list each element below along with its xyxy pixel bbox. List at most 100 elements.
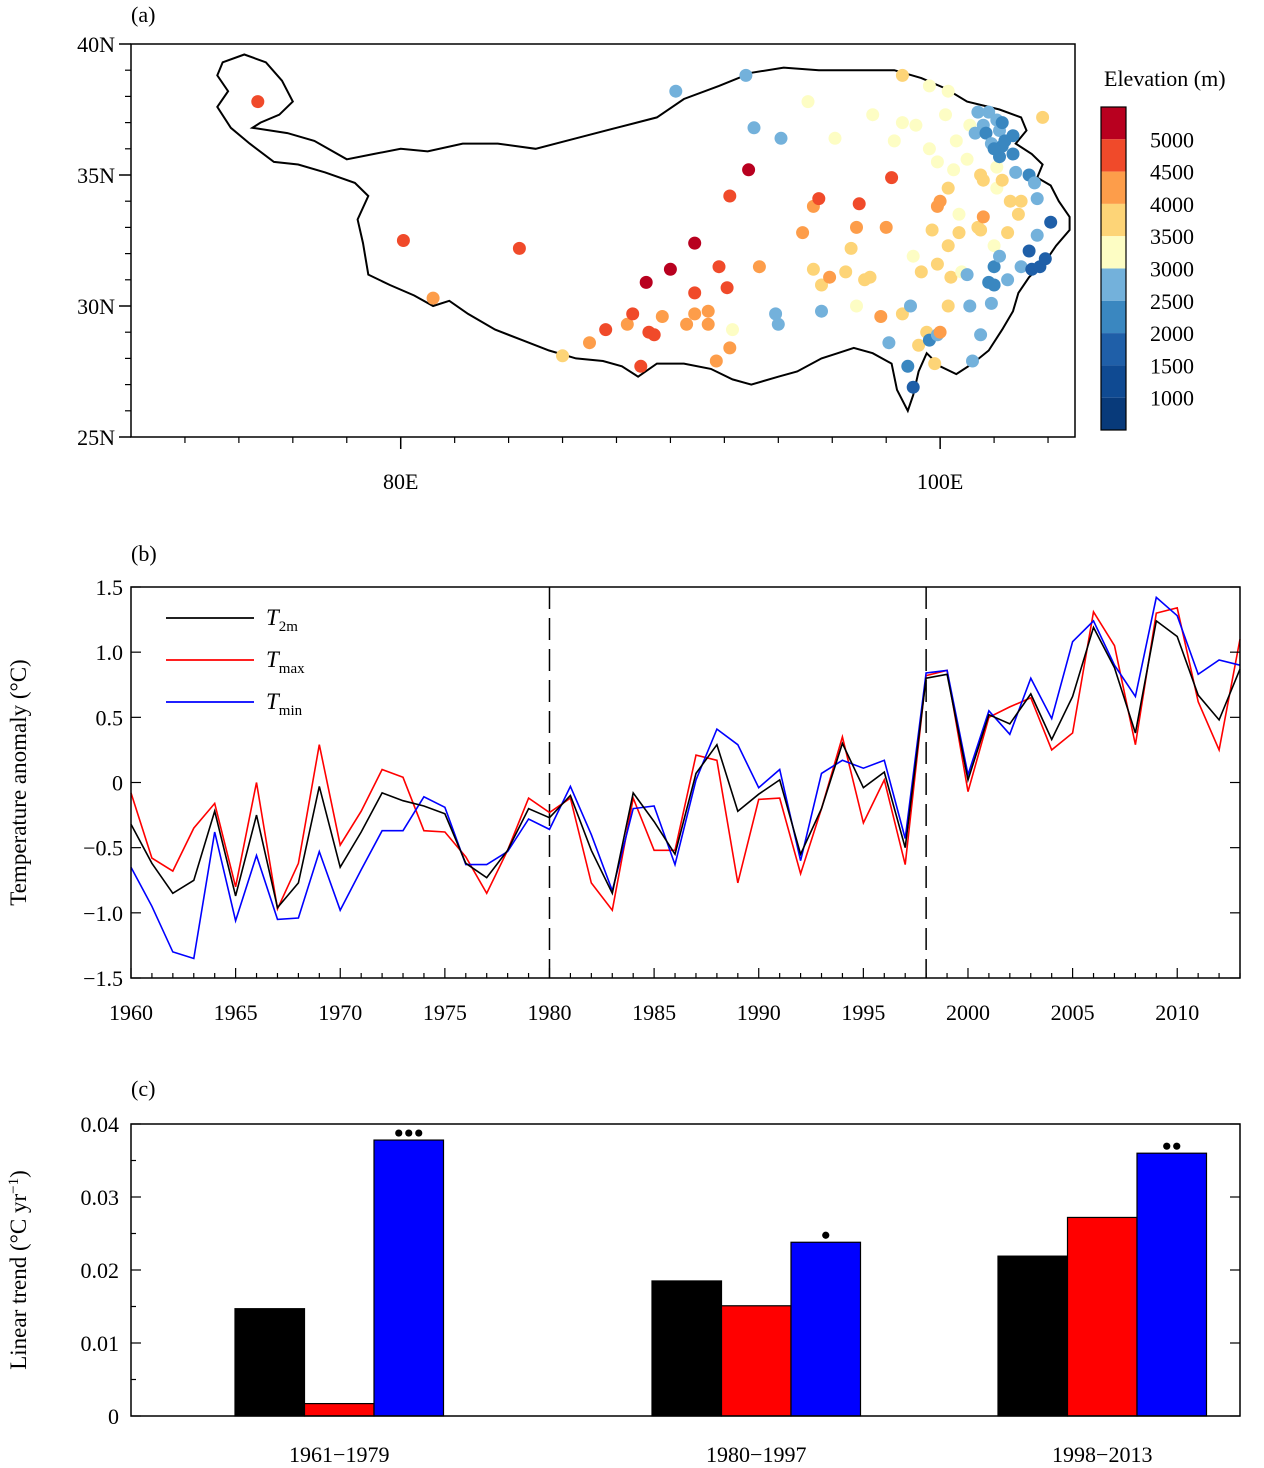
station-marker: [995, 173, 1009, 187]
station-marker: [556, 349, 569, 363]
bar-T2m-0: [234, 1308, 306, 1417]
significance-dot: [395, 1129, 403, 1137]
category-label: 1980−1997: [706, 1442, 806, 1467]
station-marker: [912, 338, 926, 352]
plateau-boundary: [216, 53, 1071, 414]
lat-tick-label: 25N: [77, 425, 115, 450]
station-marker: [583, 336, 596, 350]
station-marker: [987, 239, 1001, 253]
station-marker: [769, 307, 783, 321]
station-marker: [1001, 226, 1015, 240]
station-marker: [930, 257, 944, 271]
station-marker: [796, 226, 810, 240]
station-marker: [974, 328, 988, 342]
colorbar-title: Elevation (m): [1104, 66, 1226, 91]
panel-label-c: (c): [131, 1076, 155, 1101]
station-marker: [914, 265, 928, 279]
station-marker: [634, 359, 648, 373]
station-marker: [850, 220, 863, 234]
x-tick-label: 1965: [214, 1000, 258, 1025]
station-marker: [739, 68, 753, 82]
station-marker: [801, 95, 815, 109]
colorbar-swatch: [1101, 171, 1126, 204]
station-marker: [895, 116, 909, 130]
x-tick-label: 2000: [946, 1000, 990, 1025]
station-marker: [806, 262, 820, 276]
y-tick-label: −0.5: [83, 836, 123, 861]
station-marker: [1009, 165, 1023, 179]
panel-label-b: (b): [131, 541, 157, 566]
y-tick-label: 0.01: [81, 1331, 120, 1356]
station-marker: [987, 260, 1001, 274]
y-tick-label: 0.04: [81, 1112, 120, 1137]
station-marker: [963, 299, 977, 313]
panel-label-a: (a): [131, 2, 155, 27]
colorbar-label: 3500: [1150, 224, 1194, 249]
station-marker: [747, 121, 761, 135]
significance-dot: [1163, 1142, 1171, 1150]
station-marker: [925, 223, 939, 237]
station-marker: [742, 163, 756, 177]
colorbar-swatch: [1101, 300, 1126, 334]
station-marker: [939, 108, 952, 122]
station-marker: [1014, 260, 1028, 274]
station-marker: [976, 210, 990, 224]
station-marker: [812, 192, 826, 206]
colorbar-swatch: [1101, 139, 1126, 172]
map-frame: [130, 43, 1076, 438]
station-marker: [906, 380, 920, 394]
x-tick-label: 2010: [1155, 1000, 1199, 1025]
station-marker: [879, 220, 893, 234]
station-marker: [844, 241, 858, 255]
y-tick-label: 1.0: [96, 640, 124, 665]
station-marker: [852, 197, 866, 211]
bar-T2m-2: [997, 1255, 1069, 1417]
station-marker: [839, 265, 853, 279]
station-marker: [823, 270, 837, 284]
station-marker: [815, 304, 828, 318]
y-tick-label: −1.0: [83, 901, 123, 926]
bar-Tmax-1: [720, 1305, 792, 1417]
colorbar-frame: [1100, 106, 1127, 431]
category-label: 1961−1979: [289, 1442, 389, 1467]
bar-T2m-1: [651, 1280, 723, 1417]
station-marker: [669, 84, 683, 98]
legend-subscript: max: [279, 661, 305, 677]
station-marker: [688, 236, 702, 250]
station-marker: [701, 317, 715, 331]
station-marker: [1022, 244, 1036, 258]
lon-tick-label: 100E: [917, 469, 963, 494]
bar-Tmax-0: [303, 1402, 375, 1417]
station-marker: [726, 323, 739, 337]
station-marker: [771, 317, 785, 331]
significance-dot: [415, 1129, 423, 1137]
station-marker: [1036, 110, 1050, 124]
y-tick-label: 0: [112, 771, 123, 796]
station-marker: [974, 223, 988, 237]
y-axis-label: Temperature anomaly (°C): [6, 659, 31, 905]
colorbar-swatch: [1101, 268, 1126, 301]
station-marker: [904, 299, 917, 313]
significance-dot: [405, 1129, 413, 1137]
colorbar-label: 2500: [1150, 289, 1194, 314]
station-marker: [909, 118, 923, 132]
station-marker: [828, 131, 842, 145]
panel-b-temperature-anomaly-chart: (b) −1.5 −1.0 −0.5 0 0.5 1.0 1.5 1960 1965 1970 197…: [6, 541, 1241, 1025]
station-marker: [941, 239, 955, 253]
category-label: 1998−2013: [1052, 1442, 1152, 1467]
colorbar-swatch: [1101, 203, 1126, 237]
y-tick-label: 0.02: [81, 1258, 120, 1283]
bar-Tmax-2: [1066, 1216, 1138, 1417]
station-marker: [895, 307, 909, 321]
station-marker: [1003, 194, 1017, 208]
station-marker: [720, 281, 734, 295]
colorbar-label: 1500: [1150, 353, 1194, 378]
station-marker: [815, 278, 828, 292]
station-marker: [1030, 192, 1044, 206]
station-marker: [426, 291, 440, 305]
station-marker: [639, 275, 653, 289]
lon-tick-label: 80E: [383, 469, 418, 494]
station-marker: [922, 142, 936, 156]
station-marker: [663, 262, 677, 276]
station-marker: [874, 310, 888, 323]
